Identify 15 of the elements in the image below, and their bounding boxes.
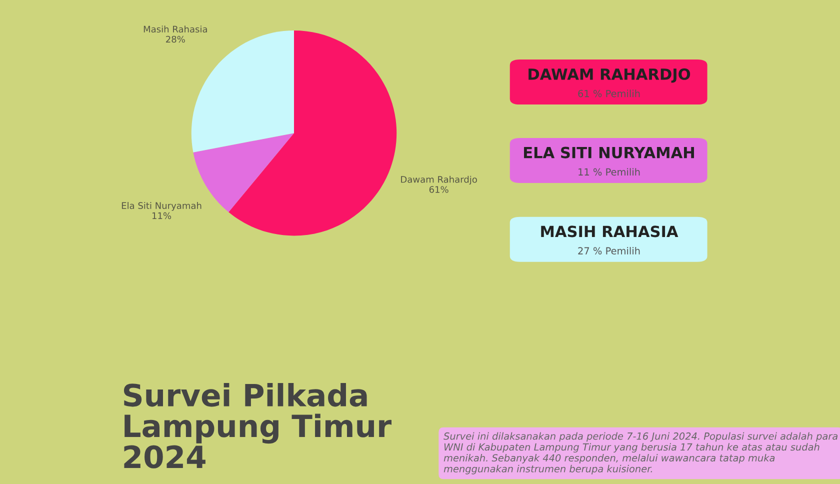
data-label: 61% (429, 186, 448, 193)
text: Survei Pilkada Lampung Timur 2024 (124, 383, 392, 468)
slice-label: Ela Siti Nuryamah (122, 202, 202, 211)
data-label: 11% (152, 212, 172, 220)
text: ELA SITI NURYAMAH (524, 146, 694, 158)
slice-label: Dawam Rahardjo (401, 176, 477, 185)
text: DAWAM RAHARDJO (528, 68, 690, 83)
text: 27 % Pemilih (578, 246, 640, 254)
text: Survei ini dilaksanakan pada periode 7-16 Juni 2024. Populasi survei adalah para WNI di Kabupaten Lampung Timur yang berusia 17 tahun ke atas atau sudah menikah. Sebanyak 440 responden, melalui wawancara tatap muka menggunakan instrumen berupa kuisioner. (444, 432, 838, 474)
text: 11 % Pemilih (578, 168, 640, 176)
pie-slice (228, 30, 397, 236)
data-label: 28% (166, 36, 185, 43)
text: MASIH RAHASIA (541, 226, 678, 238)
slice-label: Masih Rahasia (144, 26, 207, 33)
text: 61 % Pemilih (578, 90, 640, 98)
